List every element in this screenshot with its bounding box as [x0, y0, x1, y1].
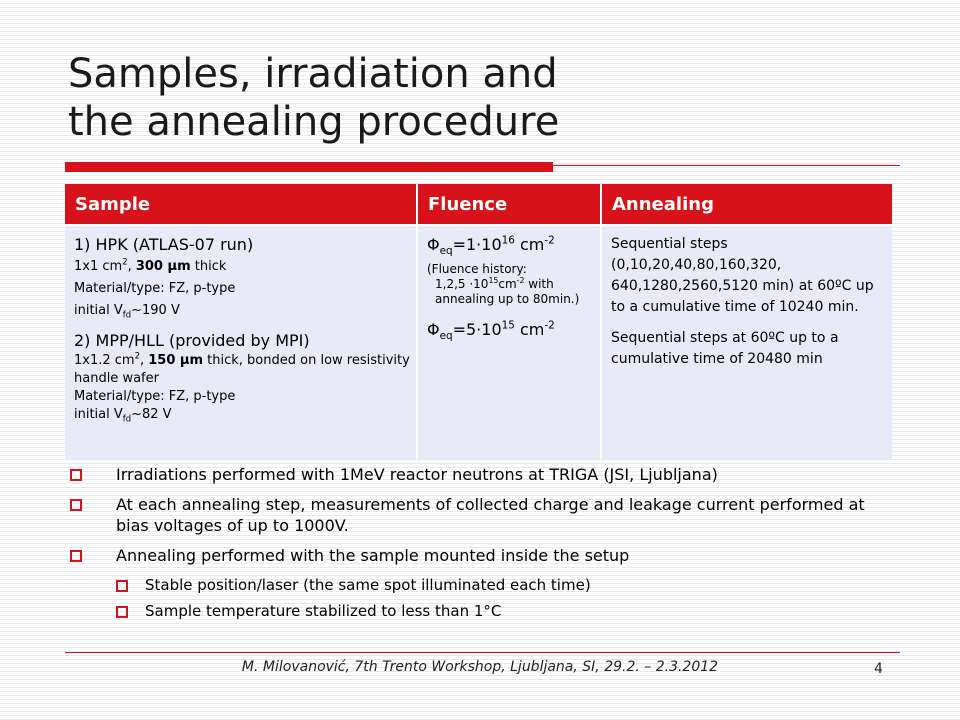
square-bullet-icon	[116, 580, 128, 592]
sample2-dimensions: 1x1.2 cm2, 150 µm thick, bonded on low r…	[74, 350, 410, 386]
sample2-vfd: initial Vfd~82 V	[74, 407, 172, 424]
slide-title-line-2: the annealing procedure	[68, 99, 560, 145]
bullet-list: Irradiations performed with 1MeV reactor…	[70, 464, 900, 627]
sample1-material: Material/type: FZ, p-type	[74, 281, 236, 296]
sample1-name: 1) HPK (ATLAS-07 run)	[74, 235, 254, 254]
slide-title: Samples, irradiation and the annealing p…	[68, 50, 559, 146]
list-item: Stable position/laser (the same spot ill…	[70, 575, 900, 595]
slide-title-line-1: Samples, irradiation and	[68, 51, 558, 97]
table-header-row: Sample Fluence Annealing	[65, 184, 892, 225]
square-bullet-icon	[70, 499, 82, 511]
samples-table: Sample Fluence Annealing 1) HPK (ATLAS-0…	[65, 184, 892, 459]
list-item: Sample temperature stabilized to less th…	[70, 601, 900, 621]
sample2-name: 2) MPP/HLL (provided by MPI)	[74, 331, 310, 350]
sample2-material: Material/type: FZ, p-type	[74, 389, 236, 404]
list-item: At each annealing step, measurements of …	[70, 494, 900, 536]
footer-text: M. Milovanović, 7th Trento Workshop, Lju…	[241, 659, 719, 675]
square-bullet-icon	[70, 469, 82, 481]
header-fluence: Fluence	[417, 184, 602, 225]
fluence-2: Φeq=5·1015 cm-2	[427, 319, 555, 343]
sample-cell: 1) HPK (ATLAS-07 run) 1x1 cm2, 300 µm th…	[65, 224, 418, 459]
fluence-cell: Φeq=1·1016 cm-2 (Fluence history: 1,2,5 …	[417, 224, 602, 459]
sample1-dimensions: 1x1 cm2, 300 µm thick	[74, 256, 227, 274]
title-underline-bar	[65, 162, 553, 172]
header-annealing: Annealing	[601, 184, 892, 225]
header-sample: Sample	[65, 184, 418, 225]
page-number: 4	[874, 661, 883, 677]
list-item: Annealing performed with the sample moun…	[70, 545, 900, 566]
square-bullet-icon	[70, 550, 82, 562]
list-item: Irradiations performed with 1MeV reactor…	[70, 464, 900, 485]
annealing-1: Sequential steps (0,10,20,40,80,160,320,…	[611, 236, 874, 315]
square-bullet-icon	[116, 606, 128, 618]
annealing-2: Sequential steps at 60ºC up to a cumulat…	[611, 330, 839, 367]
bottom-divider	[65, 652, 900, 653]
annealing-cell: Sequential steps (0,10,20,40,80,160,320,…	[601, 224, 892, 459]
table-row: 1) HPK (ATLAS-07 run) 1x1 cm2, 300 µm th…	[65, 224, 892, 459]
sample1-vfd: initial Vfd~190 V	[74, 303, 180, 320]
top-divider	[65, 165, 900, 166]
fluence-1: Φeq=1·1016 cm-2	[427, 234, 555, 258]
fluence-history: (Fluence history: 1,2,5 ·1015cm-2 with a…	[427, 262, 580, 306]
